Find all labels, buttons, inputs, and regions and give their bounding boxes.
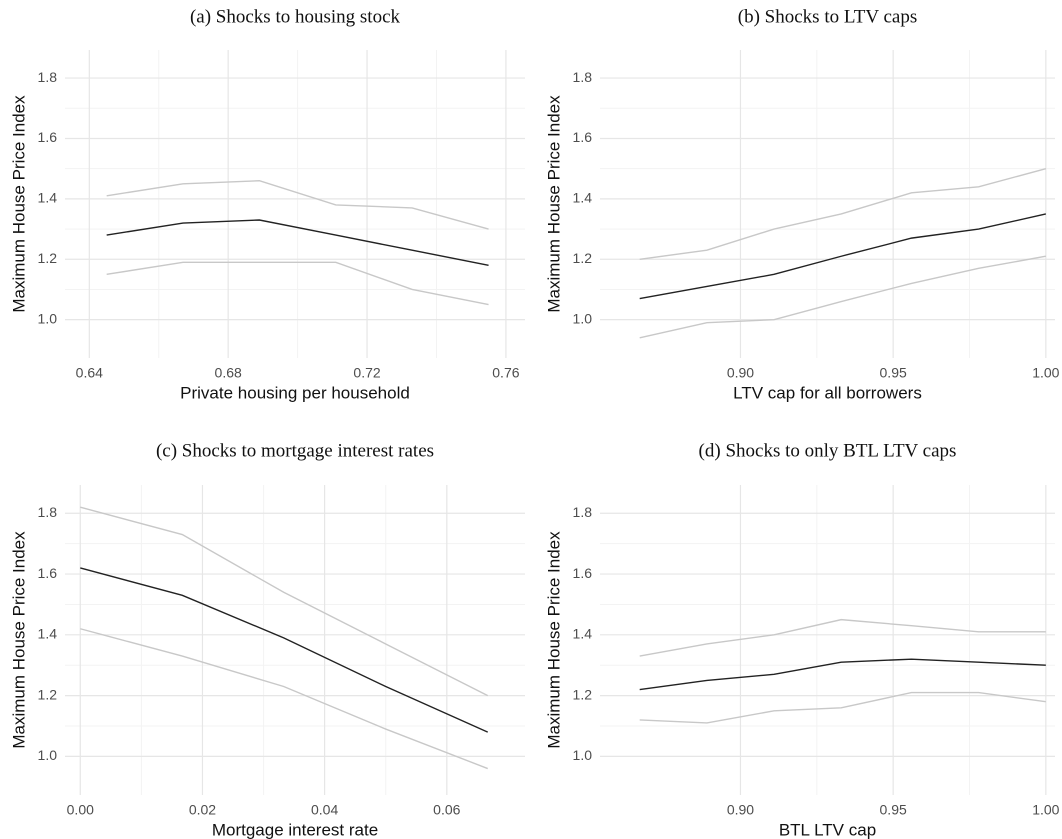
series-line — [639, 691, 1046, 724]
series-line — [639, 618, 1046, 657]
series-line — [106, 261, 489, 306]
series-line — [80, 567, 489, 733]
series-line — [639, 255, 1046, 339]
y-tick-label: 1.2 — [38, 250, 58, 266]
x-tick-label: 1.00 — [1032, 802, 1059, 818]
series-line — [106, 219, 489, 266]
y-tick-label: 1.0 — [573, 310, 593, 326]
y-tick-label: 1.4 — [573, 626, 593, 642]
series-line — [80, 506, 489, 697]
y-tick-label: 1.4 — [38, 190, 58, 206]
series-line — [80, 628, 488, 770]
x-axis-label: Mortgage interest rate — [212, 820, 378, 839]
y-axis-label: Maximum House Price Index — [9, 95, 28, 313]
y-tick-label: 1.0 — [573, 747, 593, 763]
x-tick-label: 0.64 — [76, 365, 103, 381]
x-tick-label: 0.00 — [67, 802, 94, 818]
series-line — [639, 213, 1046, 300]
y-axis-label: Maximum House Price Index — [9, 531, 28, 749]
x-tick-label: 0.95 — [880, 802, 907, 818]
y-tick-label: 1.2 — [573, 250, 593, 266]
y-tick-label: 1.2 — [38, 686, 58, 702]
y-tick-label: 1.8 — [38, 69, 58, 85]
x-tick-label: 0.72 — [353, 365, 380, 381]
y-tick-label: 1.6 — [573, 565, 593, 581]
y-tick-label: 1.4 — [573, 190, 593, 206]
x-tick-label: 0.95 — [880, 365, 907, 381]
chart-panel: 1.0 1.2 1.4 1.6 1.8 0.64 0.68 0.72 0.76 (a) Shock… — [9, 6, 525, 402]
x-tick-label: 0.06 — [433, 802, 460, 818]
x-tick-label: 1.00 — [1032, 365, 1059, 381]
y-tick-label: 1.4 — [38, 626, 58, 642]
y-tick-label: 1.6 — [573, 129, 593, 145]
y-tick-label: 1.0 — [38, 747, 58, 763]
x-axis-label: BTL LTV cap — [779, 820, 876, 839]
y-tick-label: 1.8 — [38, 504, 58, 520]
series-line — [106, 180, 489, 230]
x-tick-label: 0.90 — [727, 365, 754, 381]
chart-title: (b) Shocks to LTV caps — [738, 6, 917, 27]
y-tick-label: 1.8 — [573, 69, 593, 85]
x-axis-label: Private housing per household — [180, 383, 410, 402]
x-tick-label: 0.90 — [727, 802, 754, 818]
y-tick-label: 1.0 — [38, 310, 58, 326]
y-tick-label: 1.2 — [573, 686, 593, 702]
x-tick-label: 0.76 — [492, 365, 519, 381]
chart-title: (c) Shocks to mortgage interest rates — [156, 440, 434, 461]
series-line — [639, 167, 1047, 260]
y-axis-label: Maximum House Price Index — [544, 531, 563, 749]
chart-panel: 1.0 1.2 1.4 1.6 1.8 0.90 0.95 1.00 (b) Shocks to… — [544, 6, 1059, 402]
chart-title: (d) Shocks to only BTL LTV caps — [699, 440, 957, 461]
chart-panel: 1.0 1.2 1.4 1.6 1.8 0.90 0.95 1.00 (d) Shocks to… — [544, 440, 1059, 839]
x-tick-label: 0.04 — [311, 802, 338, 818]
y-tick-label: 1.6 — [38, 565, 58, 581]
x-axis-label: LTV cap for all borrowers — [733, 383, 922, 402]
x-tick-label: 0.68 — [215, 365, 242, 381]
x-tick-label: 0.02 — [189, 802, 216, 818]
y-axis-label: Maximum House Price Index — [544, 95, 563, 313]
y-tick-label: 1.6 — [38, 129, 58, 145]
chart-panel: 1.0 1.2 1.4 1.6 1.8 0.00 0.02 0.04 0.06 (c) Shock… — [9, 440, 525, 839]
series-line — [639, 658, 1046, 691]
chart-title: (a) Shocks to housing stock — [190, 6, 401, 27]
y-tick-label: 1.8 — [573, 504, 593, 520]
